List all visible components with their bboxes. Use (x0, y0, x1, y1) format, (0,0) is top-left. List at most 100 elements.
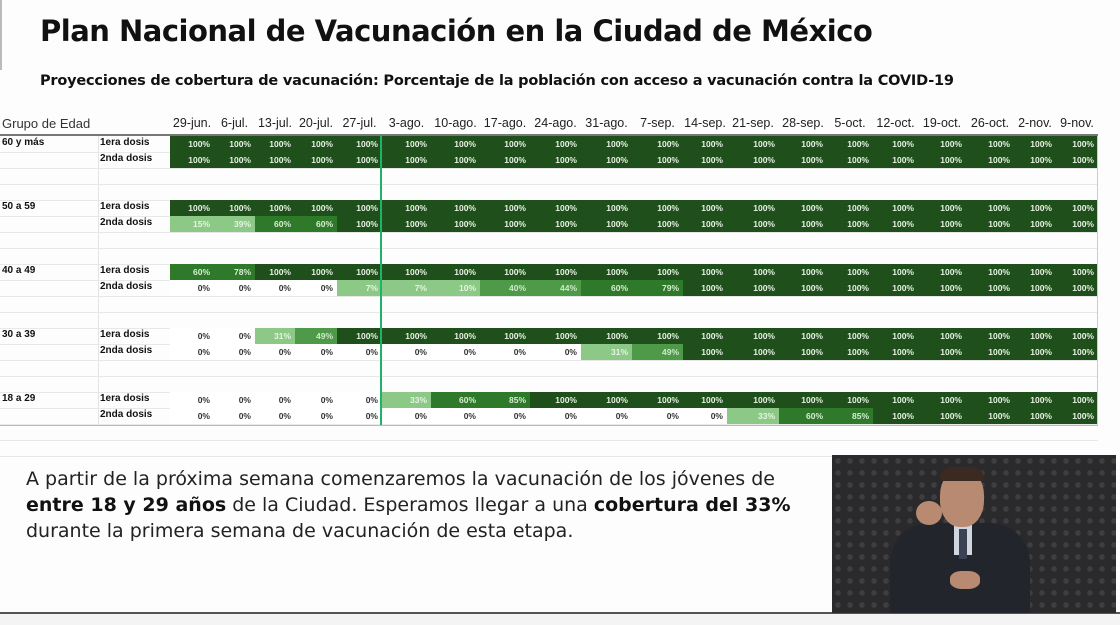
coverage-cell: 100% (431, 216, 480, 232)
coverage-cell: 100% (873, 200, 918, 216)
table-row: 2nda dosis 15% 39% 60% 60% 100% 100% 100% 100% 10… (0, 216, 1098, 233)
date-header: 31-ago. (585, 116, 628, 130)
coverage-cell: 100% (431, 136, 480, 152)
coverage-cell: 100% (431, 200, 480, 216)
dose-label: 2nda dosis (100, 409, 153, 420)
coverage-cell: 0% (214, 344, 255, 360)
coverage-cell: 0% (382, 408, 431, 424)
coverage-cell: 100% (827, 200, 873, 216)
paragraph-bold-coverage: cobertura del 33% (593, 494, 791, 516)
coverage-cell: 100% (337, 136, 382, 152)
table-spacer-row (0, 440, 1098, 457)
date-header: 2-nov. (1018, 116, 1052, 130)
coverage-cell: 49% (632, 344, 683, 360)
coverage-cell: 100% (214, 152, 255, 168)
coverage-cell: 100% (918, 152, 966, 168)
coverage-cell: 100% (918, 136, 966, 152)
coverage-cell: 100% (1014, 344, 1056, 360)
coverage-cell: 100% (1014, 408, 1056, 424)
coverage-cell: 100% (966, 200, 1014, 216)
paragraph-text: de la Ciudad. Esperamos llegar a una (226, 494, 594, 516)
coverage-cell: 100% (779, 136, 827, 152)
coverage-cell: 100% (337, 264, 382, 280)
coverage-cell: 0% (255, 280, 295, 296)
coverage-cell: 60% (255, 216, 295, 232)
coverage-cell: 0% (170, 392, 214, 408)
coverage-cell: 100% (966, 392, 1014, 408)
date-header: 9-nov. (1060, 116, 1094, 130)
coverage-cell: 100% (779, 264, 827, 280)
coverage-cell: 100% (918, 264, 966, 280)
coverage-cell: 0% (431, 408, 480, 424)
coverage-cell: 100% (214, 136, 255, 152)
dose-label: 1era dosis (100, 201, 150, 212)
date-header: 3-ago. (388, 116, 425, 130)
current-week-marker (380, 136, 382, 426)
coverage-cell: 100% (1056, 136, 1098, 152)
date-header: 5-oct. (834, 116, 866, 130)
age-group-label: 50 a 59 (2, 201, 36, 212)
coverage-cell: 85% (827, 408, 873, 424)
coverage-cell: 100% (827, 392, 873, 408)
table-row: 30 a 39 1era dosis 0% 0% 31% 49% 100% 100% 100% 1… (0, 328, 1098, 345)
coverage-cell: 100% (918, 408, 966, 424)
coverage-cell: 100% (966, 328, 1014, 344)
coverage-cell: 100% (530, 136, 581, 152)
coverage-cell: 0% (480, 408, 530, 424)
coverage-cell: 0% (170, 280, 214, 296)
coverage-cell: 0% (632, 408, 683, 424)
coverage-cell: 100% (1056, 264, 1098, 280)
coverage-cell: 100% (337, 328, 382, 344)
slide-edge (0, 0, 2, 70)
coverage-cell: 0% (581, 408, 632, 424)
coverage-cell: 0% (530, 408, 581, 424)
coverage-cell: 100% (779, 216, 827, 232)
coverage-cell: 0% (295, 392, 337, 408)
coverage-cell: 100% (827, 152, 873, 168)
table-border (1097, 136, 1098, 426)
coverage-cell: 100% (966, 408, 1014, 424)
table-spacer-row (0, 168, 1098, 185)
coverage-cell: 100% (873, 216, 918, 232)
coverage-cell: 100% (295, 152, 337, 168)
coverage-cell: 100% (295, 264, 337, 280)
table-spacer-row (0, 312, 1098, 329)
table-header: Grupo de Edad 29-jun. 6-jul. 13-jul. 20-jul… (0, 114, 1098, 136)
coverage-cell: 100% (727, 216, 779, 232)
coverage-cell: 31% (581, 344, 632, 360)
date-header: 26-oct. (970, 116, 1010, 130)
coverage-cell: 100% (480, 264, 530, 280)
coverage-cell: 0% (214, 392, 255, 408)
date-header: 20-jul. (298, 116, 334, 130)
coverage-cell: 100% (918, 392, 966, 408)
table-row: 2nda dosis 100% 100% 100% 100% 100% 100% 100% 10… (0, 152, 1098, 169)
coverage-cell: 100% (683, 280, 727, 296)
coverage-cell: 100% (727, 152, 779, 168)
table-spacer-row (0, 360, 1098, 377)
coverage-cell: 100% (1056, 344, 1098, 360)
coverage-cell: 0% (480, 344, 530, 360)
coverage-cell: 100% (632, 152, 683, 168)
table-row: 50 a 59 1era dosis 100% 100% 100% 100% 100% 100… (0, 200, 1098, 217)
coverage-cell: 100% (727, 392, 779, 408)
coverage-cell: 100% (337, 216, 382, 232)
date-header: 14-sep. (684, 116, 726, 130)
coverage-cell: 100% (170, 136, 214, 152)
dose-label: 1era dosis (100, 265, 150, 276)
coverage-cell: 0% (431, 344, 480, 360)
coverage-cell: 100% (1014, 136, 1056, 152)
coverage-cell: 100% (918, 328, 966, 344)
coverage-cell: 49% (295, 328, 337, 344)
coverage-cell: 60% (170, 264, 214, 280)
coverage-cell: 100% (779, 280, 827, 296)
coverage-cell: 100% (632, 264, 683, 280)
coverage-cell: 100% (779, 344, 827, 360)
coverage-cell: 100% (683, 200, 727, 216)
coverage-cell: 100% (683, 136, 727, 152)
coverage-cell: 100% (727, 328, 779, 344)
dose-label: 1era dosis (100, 137, 150, 148)
coverage-cell: 100% (1056, 328, 1098, 344)
slide-subtitle: Proyecciones de cobertura de vacunación:… (40, 73, 954, 89)
coverage-cell: 100% (966, 136, 1014, 152)
coverage-cell: 100% (530, 200, 581, 216)
